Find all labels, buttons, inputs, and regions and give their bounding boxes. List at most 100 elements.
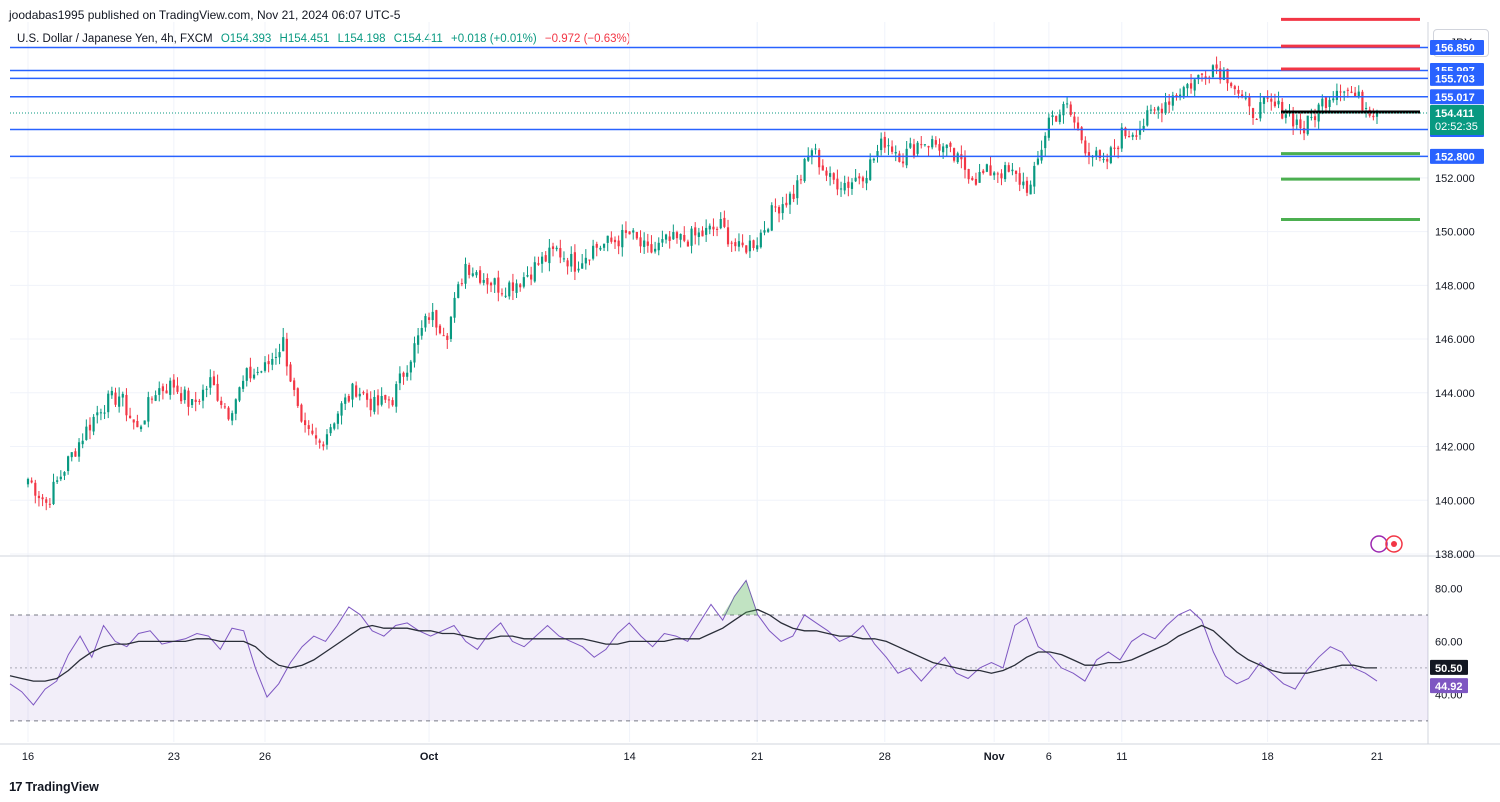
candle-body (686, 241, 690, 247)
candle-body (952, 148, 956, 161)
rsi-tick-label: 60.00 (1435, 636, 1463, 648)
candle-body (1025, 180, 1029, 193)
candle-body (37, 495, 41, 499)
candle-body (41, 497, 44, 500)
candle-body (839, 188, 843, 190)
price-tick-label: 138.000 (1435, 549, 1475, 561)
candle-body (267, 361, 270, 365)
candle-body (763, 230, 766, 233)
candle-body (158, 388, 161, 395)
candle-body (205, 388, 208, 390)
candle-body (387, 399, 391, 401)
candle-body (628, 231, 631, 235)
candle-body (1335, 90, 1338, 100)
candle-body (985, 164, 988, 172)
candle-body (1350, 91, 1353, 93)
candle-body (220, 400, 223, 405)
candle-body (993, 172, 996, 176)
time-tick-label: Oct (420, 751, 439, 763)
candle-body (380, 395, 383, 405)
candle-body (1215, 64, 1218, 69)
candle-body (471, 273, 474, 276)
candle-body (125, 394, 128, 416)
candle-body (362, 392, 365, 394)
candle-body (770, 205, 773, 231)
candle-body (446, 335, 449, 340)
candle-body (1321, 98, 1324, 107)
candle-body (1295, 119, 1298, 125)
candle-body (949, 142, 952, 147)
candle-body (1044, 135, 1047, 149)
price-change-day: −0.972 (−0.63%) (544, 33, 631, 45)
candle-body (1179, 94, 1182, 98)
time-tick-label: 26 (259, 751, 271, 763)
candle-body (916, 142, 919, 154)
candle-body (737, 241, 741, 247)
rsi-value-tag (1430, 659, 1468, 675)
candle-body (1200, 73, 1204, 75)
candle-body (1164, 102, 1167, 114)
candle-body (945, 144, 948, 149)
candle-body (118, 396, 121, 407)
level-price-tag (1430, 89, 1484, 105)
candle-body (639, 237, 642, 247)
rsi-line (9, 579, 1378, 706)
candle-body (242, 380, 245, 389)
candle-body (1011, 169, 1014, 172)
candle-body (45, 499, 48, 503)
candle-body (1102, 159, 1105, 161)
candle-body (1109, 147, 1112, 164)
candle-body (333, 423, 336, 429)
candle-body (559, 248, 562, 258)
lightning-icon[interactable] (1370, 535, 1388, 553)
candle-body (1153, 109, 1156, 111)
candle-body (690, 228, 693, 246)
candle-body (96, 412, 99, 416)
candle-body (1142, 125, 1145, 130)
price-tick-label: 148.000 (1435, 280, 1475, 292)
candle-body (971, 177, 974, 181)
candle-body (1343, 91, 1346, 93)
candle-body (278, 352, 281, 358)
candle-body (1241, 94, 1244, 97)
candle-body (1175, 95, 1178, 97)
candle-body (956, 153, 959, 163)
candle-body (1076, 122, 1080, 129)
candle-body (449, 316, 453, 339)
record-icon[interactable] (1385, 535, 1403, 553)
candle-body (351, 383, 354, 400)
candle-body (296, 388, 299, 406)
candle-body (107, 393, 110, 413)
candle-body (595, 243, 598, 248)
candle-body (588, 259, 591, 261)
candle-body (1014, 170, 1018, 174)
candle-body (1160, 108, 1163, 114)
tradingview-brand[interactable]: 17 TradingView (9, 779, 99, 794)
candle-body (719, 219, 722, 229)
candle-body (632, 230, 635, 233)
candle-body (1233, 86, 1236, 90)
candle-body (322, 444, 325, 447)
candle-body (468, 265, 471, 275)
candle-body (1262, 97, 1266, 104)
candle-body (311, 430, 314, 434)
candle-body (88, 424, 92, 431)
candle-body (245, 368, 248, 381)
candle-body (1000, 173, 1003, 179)
candle-body (927, 146, 930, 148)
candle-body (712, 226, 715, 230)
candle-body (1051, 115, 1054, 118)
candle-body (99, 412, 103, 414)
candle-body (384, 394, 387, 400)
ohlc-close: C154.411 (393, 33, 443, 45)
candle-body (996, 173, 999, 175)
candle-body (646, 241, 649, 246)
time-tick-label: 14 (623, 751, 635, 763)
candle-body (504, 295, 507, 297)
symbol-name[interactable]: U.S. Dollar / Japanese Yen, 4h, FXCM (17, 33, 213, 45)
candle-body (1255, 118, 1258, 120)
candle-body (821, 165, 824, 171)
candle-body (1080, 127, 1083, 141)
candle-body (1146, 110, 1149, 126)
